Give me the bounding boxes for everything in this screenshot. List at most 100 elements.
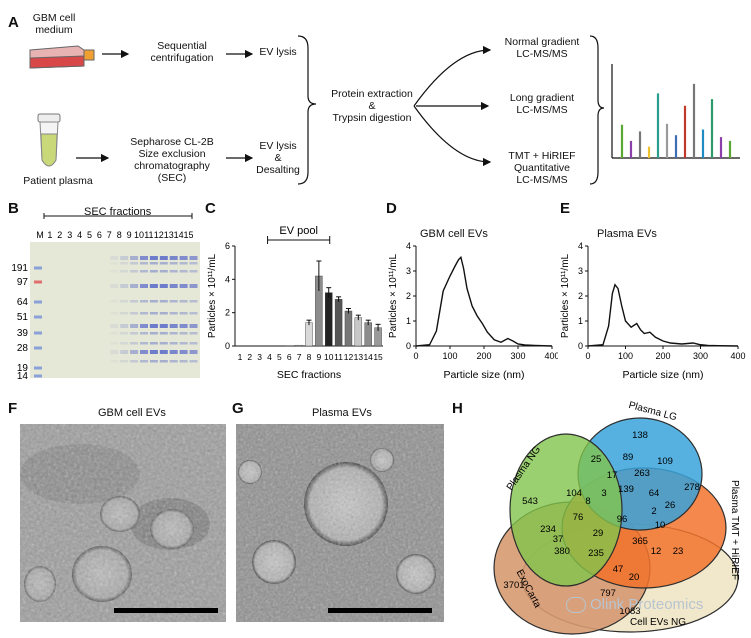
x-tick-label: 100 (442, 351, 457, 361)
y-axis-label: Particles × 10¹¹/mL (207, 253, 218, 338)
protein-band (159, 324, 168, 328)
venn-region-count: 138 (632, 430, 648, 441)
protein-band (120, 350, 129, 354)
micrograph-f-title: GBM cell EVs (98, 407, 166, 419)
protein-band (130, 332, 139, 335)
protein-band (149, 300, 158, 303)
venn-region-count: 234 (540, 524, 556, 535)
x-tick-label: 1 (238, 352, 243, 362)
gbm-nta-chart: 0 1 2 3 4 0 100 200 300 400 Particle size (nm) Part… (388, 241, 558, 381)
panel-label-g: G (232, 400, 244, 417)
protein-band (189, 332, 198, 335)
protein-band (179, 270, 188, 273)
lane-label: 11 (144, 230, 153, 240)
x-tick-label: 0 (585, 351, 590, 361)
venn-label-cell-evs: Cell EVs NG (630, 617, 686, 628)
sec-fractions-header: SEC fractions (84, 206, 152, 218)
venn-region-count: 25 (591, 454, 602, 465)
x-tick-label: 6 (287, 352, 292, 362)
protein-extraction-label: Protein extraction & Trypsin digestion (331, 88, 413, 124)
protein-band (189, 342, 198, 345)
workflow-arrows (76, 35, 740, 185)
venn-region-count: 12 (651, 546, 662, 557)
bar (344, 310, 353, 347)
protein-band (169, 284, 178, 288)
protein-band (110, 324, 119, 328)
mw-label: 14 (17, 371, 29, 382)
venn-region-count: 26 (665, 500, 676, 511)
scale-bar-g (328, 608, 432, 613)
protein-band (140, 262, 148, 265)
protein-band (110, 312, 119, 315)
x-tick-label: 7 (297, 352, 302, 362)
marker-band (34, 280, 42, 284)
y-tick-label: 2 (225, 308, 230, 318)
venn-region-count: 3701 (503, 580, 524, 591)
venn-region-count: 17 (607, 470, 618, 481)
protein-band (189, 256, 198, 260)
x-tick-label: 300 (510, 351, 525, 361)
x-tick-label: 5 (277, 352, 282, 362)
protein-band (110, 360, 119, 363)
venn-region-count: 365 (632, 536, 648, 547)
panel-label-e: E (560, 200, 571, 217)
protein-band (130, 342, 139, 345)
venn-region-count: 47 (613, 564, 624, 575)
y-tick-label: 6 (225, 241, 230, 251)
x-tick-label: 300 (693, 351, 708, 361)
venn-region-count: 104 (566, 488, 582, 499)
ev-lysis-desalting-label: EV lysis & Desalting (256, 140, 300, 176)
protein-band (179, 342, 188, 345)
protein-band (189, 312, 198, 315)
venn-region-count: 29 (593, 528, 604, 539)
protein-band (110, 284, 119, 288)
protein-band (110, 262, 119, 265)
protein-band (140, 324, 148, 328)
marker-band (34, 346, 42, 350)
y-tick-label: 4 (406, 241, 411, 251)
protein-band (130, 300, 139, 303)
protein-band (120, 256, 129, 260)
protein-band (149, 256, 158, 260)
protein-band (159, 300, 168, 303)
protein-band (110, 270, 119, 273)
sec-step-label: Sepharose CL-2B Size exclusion chromatog… (130, 136, 214, 184)
protein-band (169, 350, 178, 354)
mw-label: 97 (17, 277, 29, 288)
y-tick-label: 3 (578, 266, 583, 276)
protein-band (189, 350, 198, 354)
protein-band (169, 360, 178, 363)
x-tick-label: 14 (363, 352, 373, 362)
protein-band (169, 312, 178, 315)
protein-band (179, 332, 188, 335)
bar (325, 292, 333, 347)
bar (364, 322, 372, 347)
lane-label: 5 (87, 230, 92, 240)
y-tick-label: 4 (578, 241, 583, 251)
venn-region-count: 37 (553, 534, 564, 545)
x-tick-label: 8 (307, 352, 312, 362)
x-tick-label: 2 (247, 352, 252, 362)
marker-band (34, 300, 42, 304)
protein-band (179, 312, 188, 315)
protein-band (159, 360, 168, 363)
protein-band (140, 284, 148, 288)
bar (305, 322, 313, 347)
protein-band (149, 270, 158, 273)
protein-band (179, 360, 188, 363)
protein-band (159, 284, 168, 288)
protein-band (169, 342, 178, 345)
lane-label: 1 (47, 230, 52, 240)
venn-region-count: 1083 (619, 606, 640, 617)
lane-label: M (36, 230, 44, 240)
protein-band (179, 284, 188, 288)
ev-lysis-top-label: EV lysis (259, 46, 297, 58)
panel-label-b: B (8, 200, 19, 217)
gbm-medium-label: GBM cell medium (32, 12, 76, 36)
x-tick-label: 3 (257, 352, 262, 362)
marker-band (34, 266, 42, 270)
panel-label-d: D (386, 200, 397, 217)
venn-region-count: 89 (623, 452, 634, 463)
venn-region-count: 20 (629, 572, 640, 583)
